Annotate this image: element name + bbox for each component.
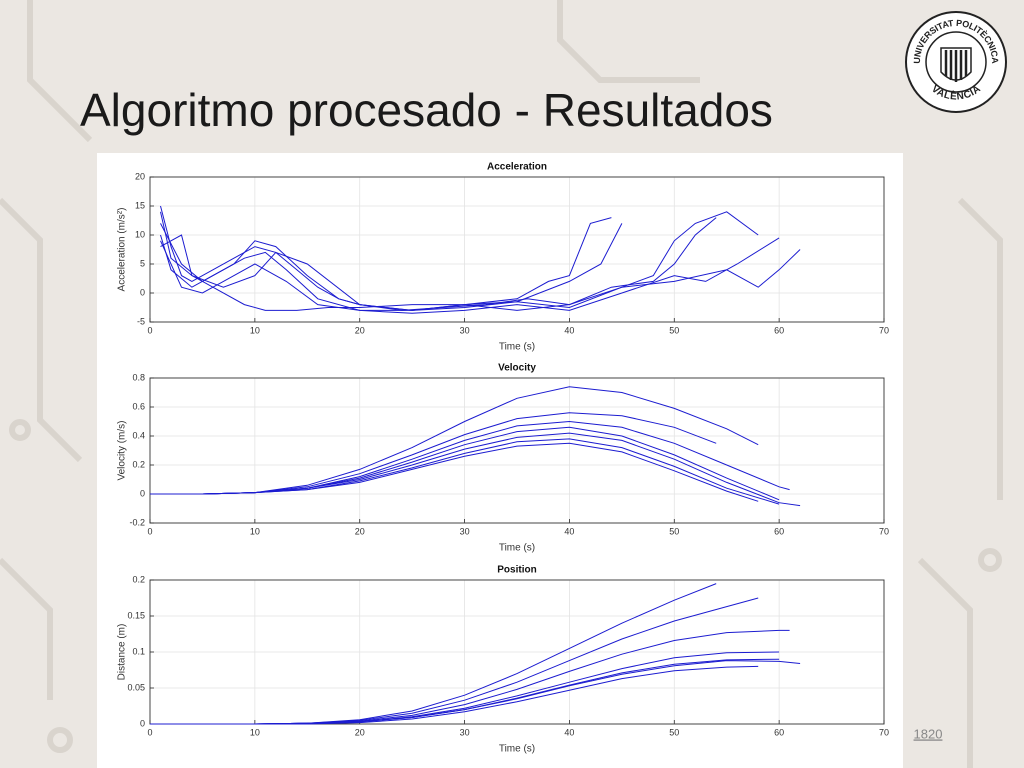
chart-title: Velocity (498, 363, 536, 374)
y-tick-label: 0.15 (127, 610, 145, 620)
y-tick-label: 0 (140, 488, 145, 498)
y-tick-label: 0.2 (132, 459, 145, 469)
x-tick-label: 10 (250, 727, 260, 737)
x-tick-label: 10 (250, 526, 260, 536)
plot-frame (149, 176, 885, 323)
y-tick-label: -0.2 (129, 517, 145, 527)
x-tick-label: 40 (564, 526, 574, 536)
x-tick-label: 70 (879, 325, 889, 335)
x-tick-label: 50 (669, 325, 679, 335)
y-axis-label: Velocity (m/s) (117, 420, 128, 480)
page-number: 1820 (914, 726, 943, 741)
y-tick-label: 10 (135, 229, 145, 239)
series-line (160, 211, 759, 311)
x-tick-label: 60 (774, 325, 784, 335)
plot-frame (149, 377, 885, 524)
y-tick-label: 0.8 (132, 372, 145, 382)
y-tick-label: 0.1 (132, 646, 145, 656)
x-tick-label: 20 (355, 325, 365, 335)
x-tick-label: 20 (355, 727, 365, 737)
series-line (150, 658, 780, 725)
x-tick-label: 30 (460, 727, 470, 737)
plot-area (149, 377, 885, 524)
x-tick-label: 50 (669, 727, 679, 737)
x-tick-label: 20 (355, 526, 365, 536)
x-axis-label: Time (s) (499, 744, 535, 755)
plot-area (149, 176, 885, 323)
chart-title: Position (497, 565, 536, 576)
x-tick-label: 30 (460, 526, 470, 536)
series-line (160, 237, 780, 314)
logo-bars (944, 50, 968, 82)
x-tick-label: 0 (147, 526, 152, 536)
series-line (150, 442, 759, 502)
plot-frame (149, 579, 885, 725)
x-tick-label: 0 (147, 727, 152, 737)
y-tick-label: 0 (140, 287, 145, 297)
series-line (160, 223, 623, 311)
x-tick-label: 40 (564, 325, 574, 335)
chart-title: Acceleration (487, 162, 547, 173)
x-tick-label: 30 (460, 325, 470, 335)
y-axis-label: Distance (m) (117, 624, 128, 681)
x-tick-label: 70 (879, 727, 889, 737)
y-tick-label: 0.05 (127, 682, 145, 692)
logo-inner-ring (925, 31, 987, 93)
x-tick-label: 60 (774, 526, 784, 536)
x-axis-label: Time (s) (499, 342, 535, 353)
x-tick-label: 40 (564, 727, 574, 737)
circuit-decoration (0, 0, 1003, 768)
y-tick-label: 5 (140, 258, 145, 268)
y-tick-label: -5 (137, 316, 145, 326)
x-tick-label: 10 (250, 325, 260, 335)
x-axis-label: Time (s) (499, 543, 535, 554)
y-tick-label: 0.4 (132, 430, 145, 440)
y-tick-label: 0 (140, 718, 145, 728)
slide-title: Algoritmo procesado - Resultados (80, 84, 773, 136)
x-tick-label: 0 (147, 325, 152, 335)
y-tick-label: 20 (135, 171, 145, 181)
y-axis-label: Acceleration (m/s²) (117, 208, 128, 292)
x-tick-label: 70 (879, 526, 889, 536)
y-tick-label: 15 (135, 200, 145, 210)
series-line (150, 665, 759, 725)
x-tick-label: 50 (669, 526, 679, 536)
x-tick-label: 60 (774, 727, 784, 737)
y-tick-label: 0.6 (132, 401, 145, 411)
y-tick-label: 0.2 (132, 574, 145, 584)
logo: UNIVERSITAT POLITÈCNICA VALÈNCIA (905, 11, 1007, 113)
